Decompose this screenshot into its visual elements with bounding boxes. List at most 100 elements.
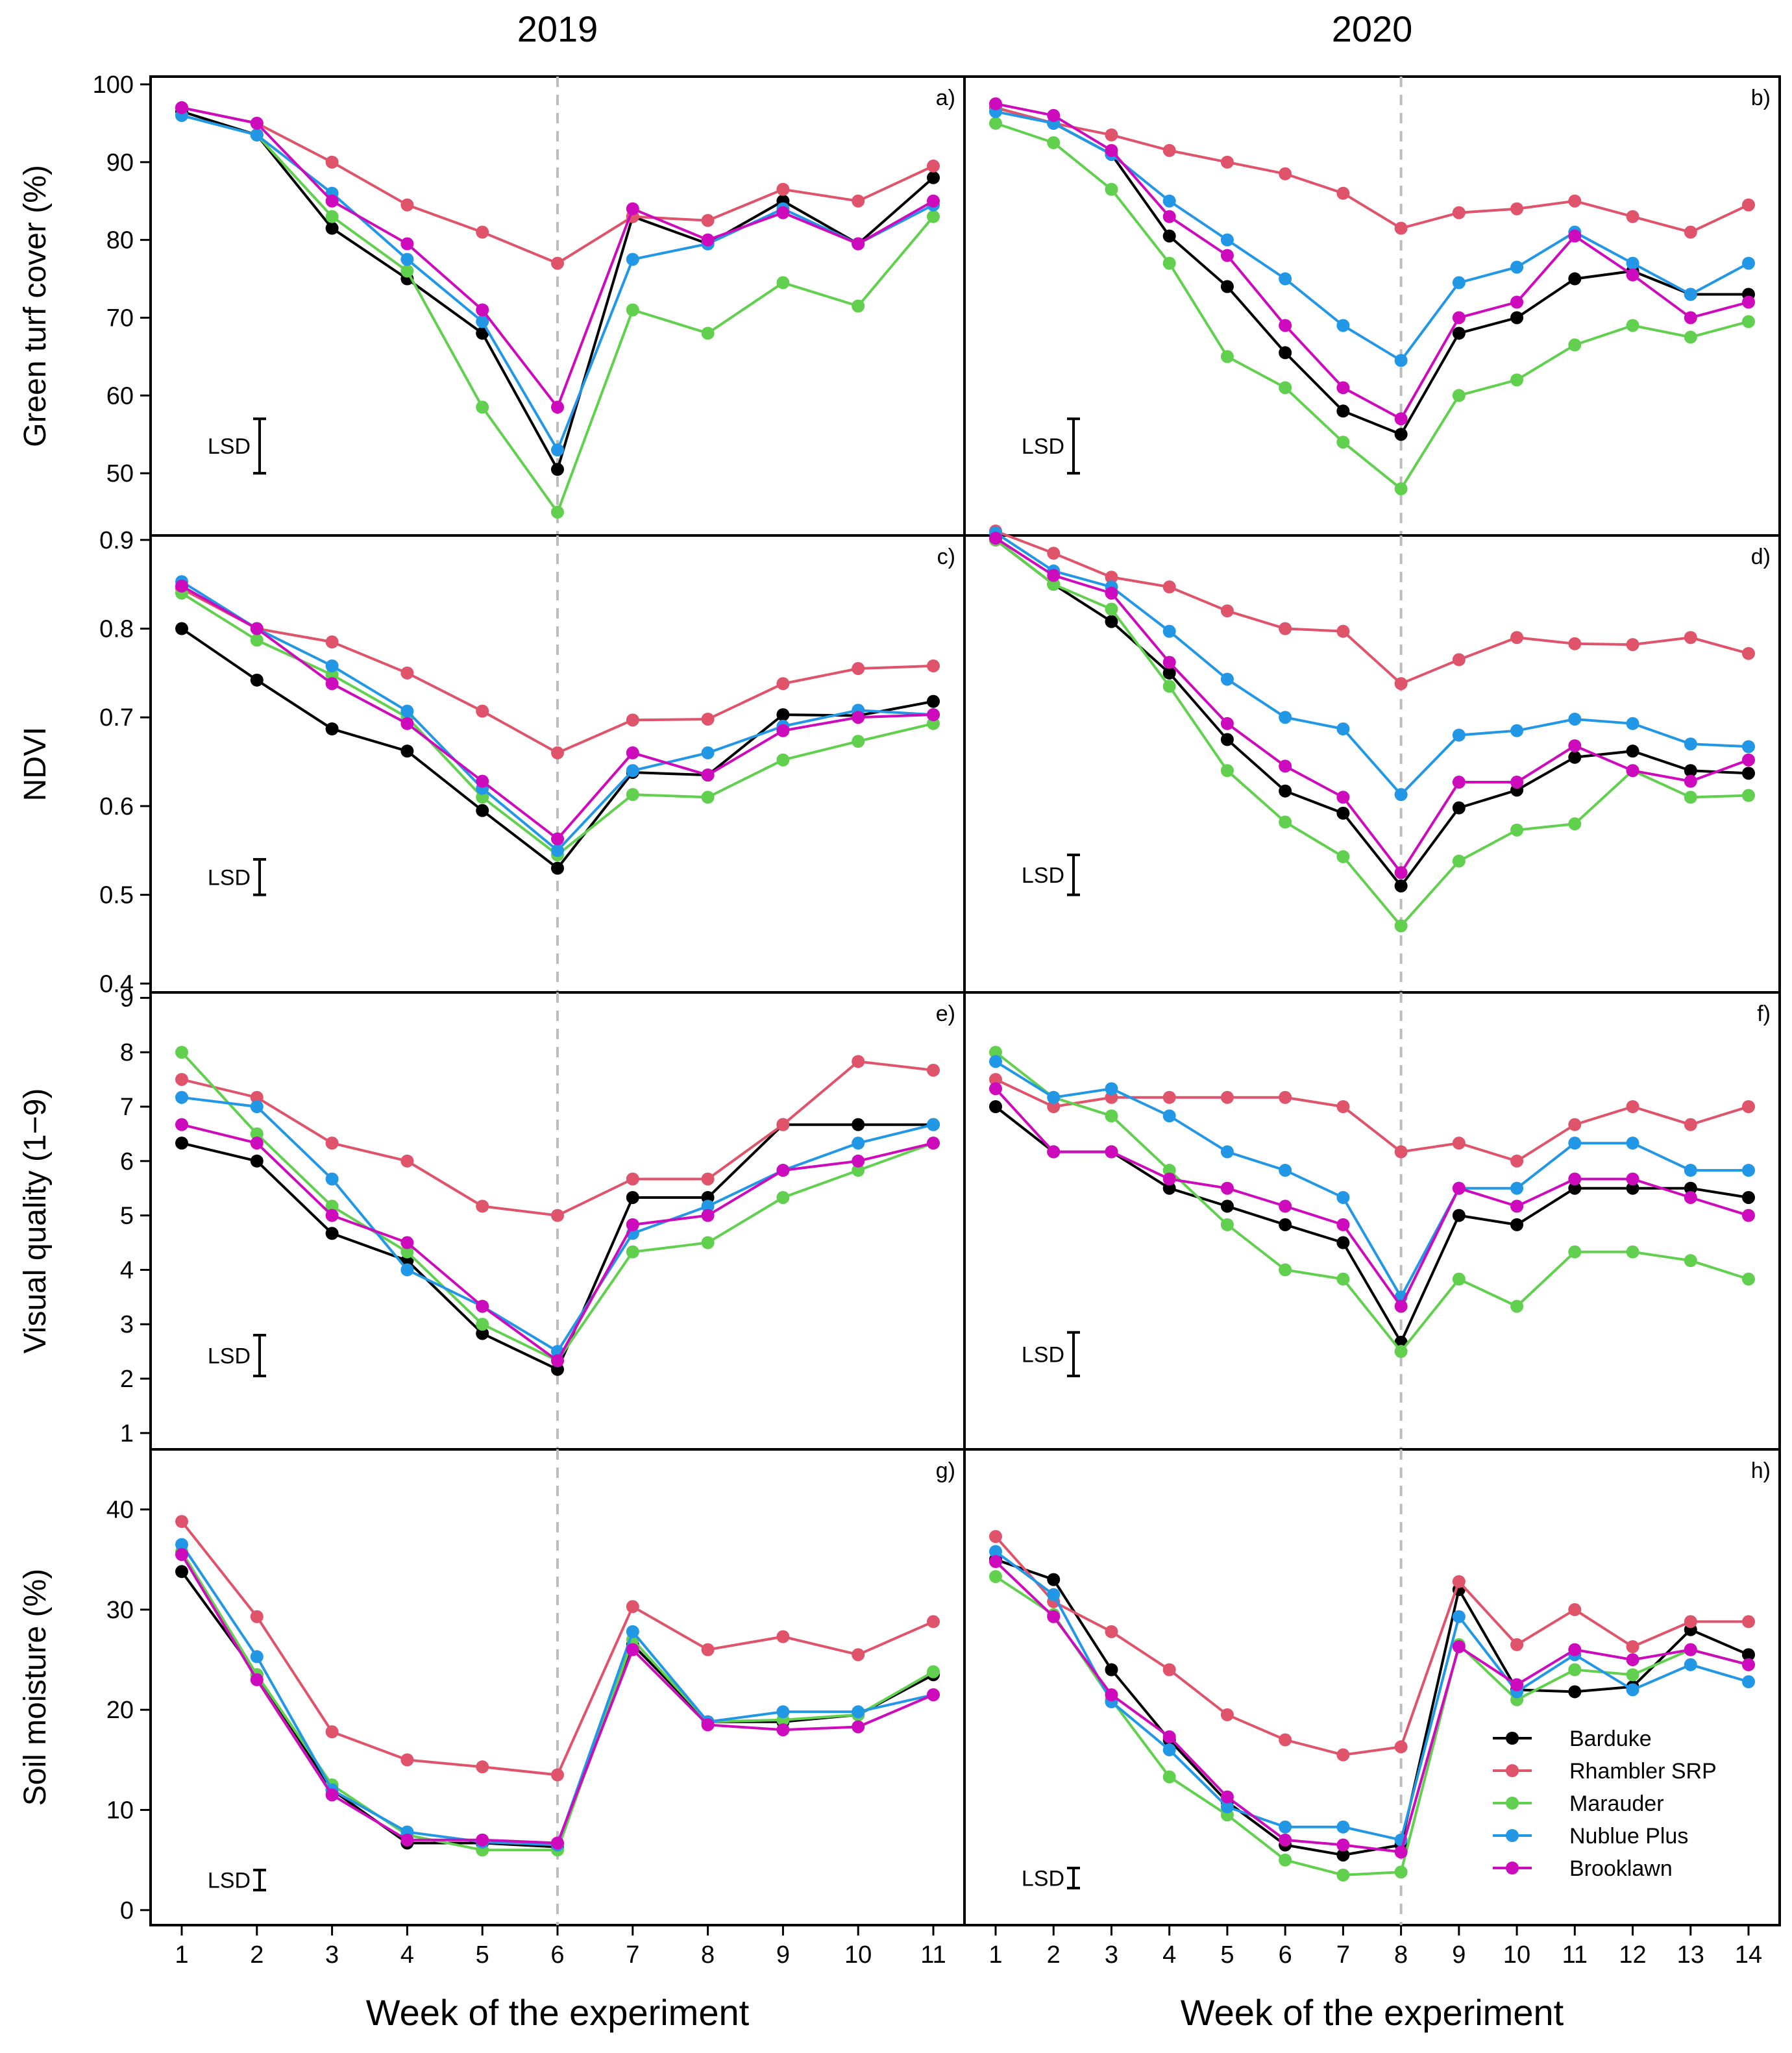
panel-7-xtick-label: 10: [844, 1941, 872, 1969]
panel-8-line-marauder: [994, 1575, 1749, 1876]
panel-5-ytick-label: 6: [120, 1148, 134, 1175]
panel-2-point-barduke: [1220, 280, 1234, 293]
panel-1-ytick-label: 70: [106, 304, 134, 332]
panel-4-point-brooklawn: [1394, 866, 1408, 879]
panel-4-point-barduke: [1452, 801, 1466, 815]
panel-5-point-rhambler-srp: [852, 1055, 865, 1068]
panel-6-point-brooklawn: [1047, 1145, 1061, 1159]
panel-3-label: c): [937, 545, 955, 569]
panel-6-point-rhambler-srp: [1510, 1154, 1524, 1168]
panel-3-point-barduke: [325, 722, 339, 736]
panel-5-point-rhambler-srp: [400, 1154, 414, 1168]
panel-8-point-rhambler-srp: [1510, 1638, 1524, 1651]
panel-2-point-marauder: [1742, 315, 1755, 328]
panel-2-point-marauder: [1162, 256, 1176, 270]
panel-6-lsd-label: LSD: [1022, 1342, 1064, 1367]
panel-6-point-brooklawn: [989, 1082, 1002, 1096]
panel-5-point-brooklawn: [250, 1137, 264, 1150]
panel-2-point-marauder: [1336, 436, 1350, 449]
panel-2-point-rhambler-srp: [1394, 221, 1408, 235]
panel-8-point-brooklawn: [1626, 1653, 1639, 1667]
panel-1-ytick-label: 90: [106, 149, 134, 177]
panel-3-point-rhambler-srp: [701, 712, 715, 726]
panel-4-label: d): [1751, 545, 1771, 569]
panel-7-ytick-label: 10: [106, 1797, 134, 1825]
panel-3-ytick-label: 0.4: [99, 970, 134, 998]
panel-1-point-marauder: [325, 210, 339, 223]
panel-8-xtick-label: 11: [1562, 1941, 1588, 1969]
panel-1-lsd-label: LSD: [208, 434, 251, 459]
panel-3-point-rhambler-srp: [927, 659, 940, 672]
panel-6-point-brooklawn: [1568, 1172, 1582, 1186]
panel-1-point-brooklawn: [626, 202, 639, 215]
panel-5-ytick-label: 4: [120, 1257, 134, 1284]
panel-6-point-marauder: [1684, 1254, 1697, 1268]
panel-2-point-brooklawn: [1336, 381, 1350, 395]
panel-6-point-rhambler-srp: [1220, 1090, 1234, 1104]
panel-6-label: f): [1757, 1002, 1771, 1026]
panel-1-y-axis-label: Green turf cover (%): [18, 165, 53, 447]
panel-5-ytick-label: 3: [120, 1311, 134, 1338]
panel-5-point-rhambler-srp: [701, 1172, 715, 1186]
panel-5-point-marauder: [701, 1236, 715, 1249]
panel-7-point-rhambler-srp: [476, 1760, 489, 1774]
panel-4-point-rhambler-srp: [1684, 631, 1697, 645]
panel-7-point-rhambler-srp: [852, 1648, 865, 1662]
panel-8-point-nublue-plus: [1220, 1800, 1234, 1813]
panel-2-point-rhambler-srp: [1742, 198, 1755, 212]
panel-5-point-brooklawn: [701, 1209, 715, 1222]
panel-6-point-nublue-plus: [1742, 1164, 1755, 1177]
panel-6-point-brooklawn: [1510, 1199, 1524, 1213]
panel-4-point-barduke: [1742, 767, 1755, 780]
panel-2: b) LSD: [963, 75, 1781, 537]
panel-6-point-brooklawn: [1105, 1145, 1118, 1159]
panel-4-point-marauder: [1279, 815, 1292, 829]
panel-3-point-marauder: [626, 788, 639, 802]
panel-7-point-rhambler-srp: [551, 1768, 564, 1782]
panel-7-ytick-label: 0: [120, 1897, 134, 1924]
panel-5-point-rhambler-srp: [325, 1137, 339, 1150]
legend-marker-nublue-plus: [1506, 1829, 1519, 1842]
panel-2-line-rhambler-srp: [995, 106, 1749, 234]
panel-8-point-nublue-plus: [1336, 1820, 1350, 1834]
panel-8-point-brooklawn: [1162, 1730, 1176, 1743]
panel-8-xtick-label: 9: [1452, 1941, 1466, 1969]
panel-8-point-barduke: [1047, 1573, 1061, 1586]
panel-1-point-brooklawn: [551, 400, 564, 414]
panel-6-point-brooklawn: [1626, 1172, 1639, 1186]
panel-8: 1 2 3 4 5 6 7 8 9 10 11 12 13 14h)LSD: [963, 1448, 1781, 1969]
panel-7: 0 10 20 30 40 1 2 3 4 5 6 7 8 9 10 11 Soil moisture (%) g…: [18, 1448, 966, 1969]
panel-6-point-rhambler-srp: [1394, 1145, 1408, 1159]
panel-1-point-brooklawn: [175, 101, 188, 114]
panel-2-point-rhambler-srp: [1568, 194, 1582, 208]
panel-3-ytick-label: 0.8: [99, 616, 134, 643]
panel-2-point-nublue-plus: [1220, 233, 1234, 247]
panel-8-point-brooklawn: [1684, 1643, 1697, 1656]
panel-2-lsd-label: LSD: [1022, 434, 1064, 459]
panel-7-point-rhambler-srp: [626, 1600, 639, 1614]
panel-2-point-brooklawn: [1279, 319, 1292, 332]
panel-6-point-rhambler-srp: [989, 1073, 1002, 1087]
panel-5-point-rhambler-srp: [776, 1118, 790, 1131]
panel-1-point-nublue-plus: [400, 252, 414, 266]
panel-8-point-brooklawn: [1105, 1688, 1118, 1702]
panel-5-point-barduke: [175, 1137, 188, 1150]
panel-7-xtick-label: 7: [626, 1941, 639, 1969]
panel-5-point-barduke: [325, 1227, 339, 1240]
panel-5-point-nublue-plus: [325, 1172, 339, 1186]
panel-5-point-barduke: [626, 1190, 639, 1204]
panel-8-point-rhambler-srp: [1626, 1640, 1639, 1654]
panel-3-point-marauder: [325, 668, 339, 682]
panel-6-point-rhambler-srp: [1162, 1090, 1176, 1104]
panel-4-point-brooklawn: [1047, 569, 1061, 582]
panel-2-point-barduke: [1162, 229, 1176, 243]
panel-6-point-rhambler-srp: [1626, 1100, 1639, 1113]
panel-1-point-brooklawn: [250, 116, 264, 130]
panel-5-point-rhambler-srp: [626, 1172, 639, 1186]
panel-4-point-marauder: [1742, 789, 1755, 802]
panel-3-point-brooklawn: [551, 832, 564, 846]
panel-7-xtick-label: 8: [701, 1941, 715, 1969]
panel-7-point-brooklawn: [175, 1548, 188, 1562]
panel-1-point-nublue-plus: [250, 128, 264, 141]
